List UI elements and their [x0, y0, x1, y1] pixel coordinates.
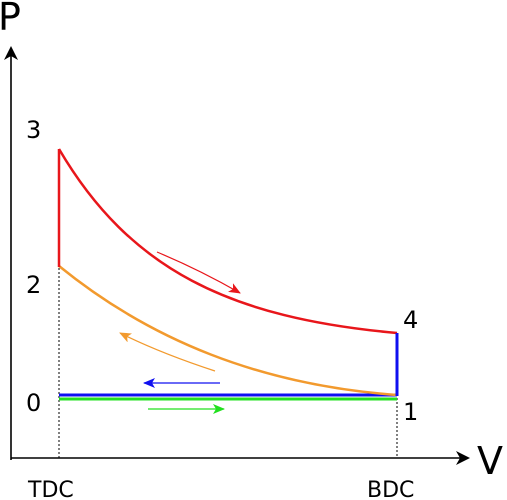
compression-direction-arrow: [119, 332, 216, 372]
expansion-curve: [57, 148, 398, 335]
point-label-3: 3: [26, 116, 41, 144]
x-axis-label: V: [477, 439, 503, 483]
y-axis-label: P: [0, 0, 21, 39]
point-label-1: 1: [403, 398, 418, 426]
point-label-4: 4: [403, 306, 418, 334]
bdc-label: BDC: [367, 478, 414, 500]
point-label-0: 0: [26, 389, 41, 417]
compression-curve: [58, 265, 398, 397]
expansion-direction-arrow: [156, 251, 241, 294]
point-label-2: 2: [26, 271, 41, 299]
tdc-label: TDC: [27, 478, 74, 500]
